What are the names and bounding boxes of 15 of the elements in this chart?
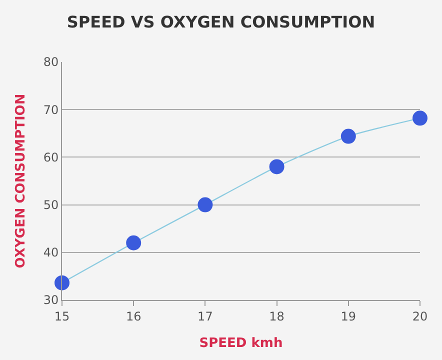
- y-tick-label: 70: [43, 102, 59, 117]
- x-tick-label: 20: [412, 309, 428, 324]
- y-tick-label: 50: [43, 198, 59, 212]
- y-tick-label: 80: [43, 55, 59, 70]
- x-tick-label: 18: [269, 309, 284, 324]
- x-tick-label: 19: [340, 309, 356, 324]
- y-tick-label: 40: [43, 246, 59, 260]
- x-tick-label: 15: [54, 309, 70, 324]
- y-axis-title: OXYGEN CONSUMPTION: [13, 94, 28, 268]
- x-axis-title: SPEED kmh: [199, 336, 283, 351]
- y-tick-label: 30: [43, 293, 59, 308]
- chart-title: SPEED VS OXYGEN CONSUMPTION: [66, 12, 376, 32]
- x-tick-label: 17: [198, 309, 213, 324]
- x-tick-label: 16: [126, 309, 142, 324]
- y-tick-label: 60: [43, 150, 59, 164]
